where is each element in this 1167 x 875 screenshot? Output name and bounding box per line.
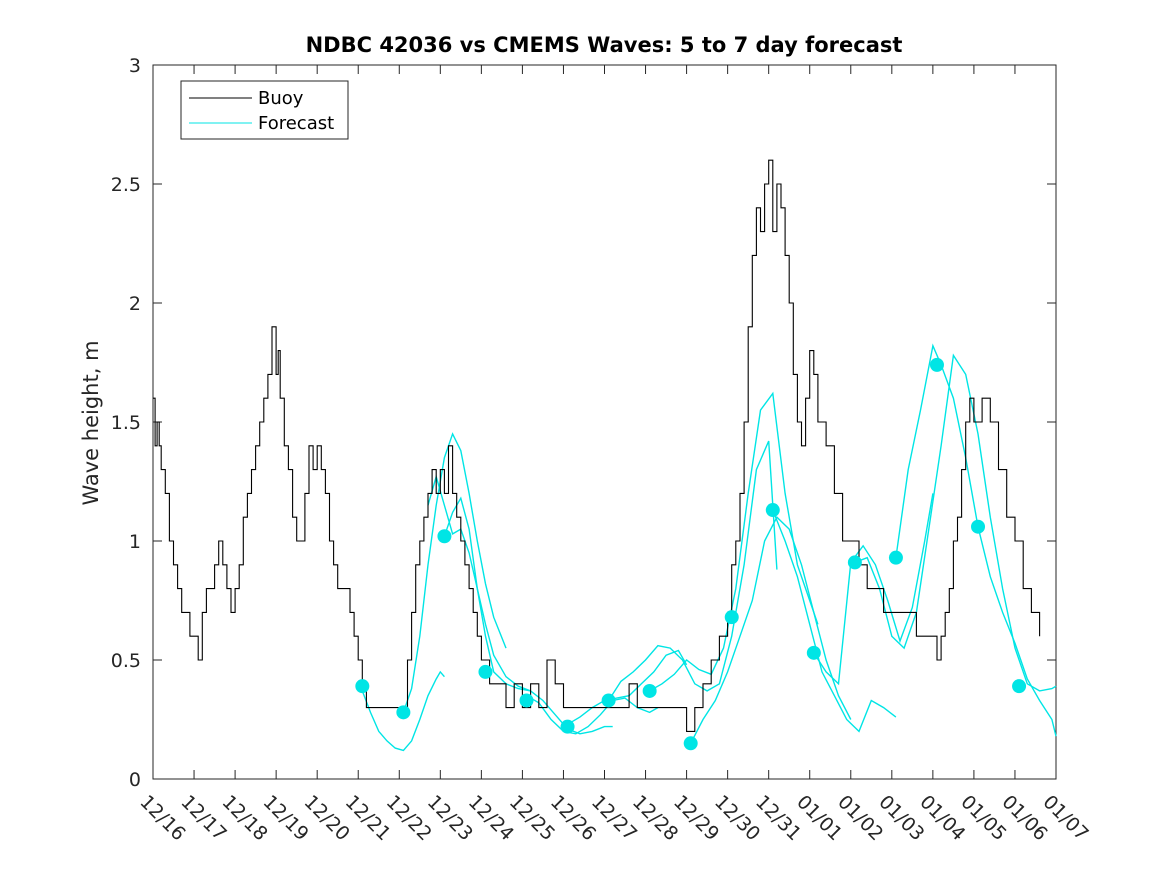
forecast-marker [355,679,370,694]
buoy-series-line [153,159,1041,732]
forecast-marker [888,550,903,565]
legend-forecast-label: Forecast [258,113,334,134]
y-tick-label: 3 [129,55,141,77]
forecast-marker [971,519,986,534]
forecast-marker [642,683,657,698]
y-tick-label: 1 [129,531,141,553]
forecast-marker [601,693,616,708]
forecast-marker [724,610,739,625]
forecast-marker [519,693,534,708]
forecast-series-line [526,695,659,735]
forecast-series-line [361,670,445,752]
forecast-marker [929,357,944,372]
chart-title: NDBC 42036 vs CMEMS Waves: 5 to 7 day fo… [306,33,903,57]
y-tick-label: 0.5 [111,650,141,672]
forecast-marker [1012,679,1027,694]
y-tick-label: 0 [129,769,141,791]
y-tick-label: 1.5 [111,412,141,434]
forecast-marker [396,705,411,720]
forecast-marker [478,664,493,679]
y-tick-label: 2 [129,293,141,315]
forecast-marker [765,503,780,518]
forecast-series-line [443,496,613,735]
forecast-series-line [772,509,897,733]
forecast-marker [437,529,452,544]
forecast-series-line [402,432,507,713]
forecast-series-line [854,353,1057,692]
legend-buoy-label: Buoy [258,88,304,109]
forecast-marker [847,555,862,570]
plot-area: 00.511.522.5312/1612/1712/1812/1912/2012… [111,55,1093,845]
forecast-series-line [813,493,934,686]
forecast-marker [683,736,698,751]
forecast-marker [560,719,575,734]
y-tick-label: 2.5 [111,174,141,196]
forecast-series-line [608,440,778,701]
forecast-series-line [690,516,852,744]
legend: Buoy Forecast [180,80,349,140]
forecast-series-line [427,474,531,692]
axes-box [152,64,1057,780]
y-axis-label: Wave height, m [79,340,103,505]
legend-box [180,80,349,140]
forecast-marker [806,645,821,660]
